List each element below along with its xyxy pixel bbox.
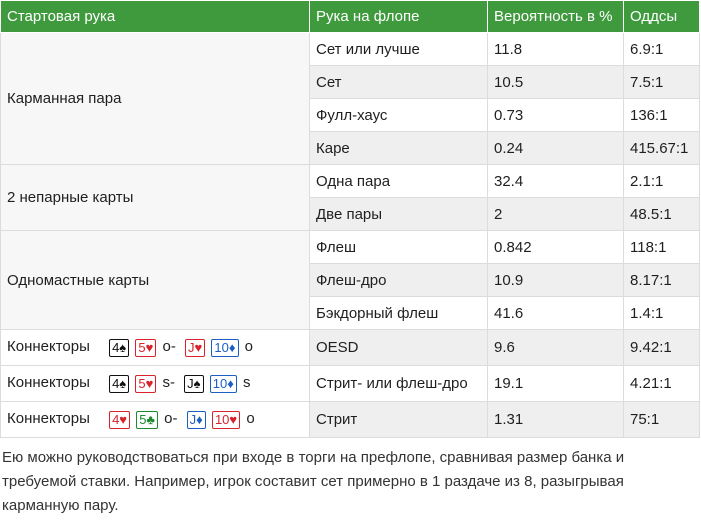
table-row: Коннекторы 4♥ 5♣ o- J♦ 10♥ o Стрит 1.31 …: [0, 401, 700, 438]
card-j-spades: J♠: [184, 374, 204, 393]
table-row: 2 непарные карты Одна пара 32.4 2.1:1: [0, 164, 700, 231]
probability-cell: 0.842: [487, 230, 624, 264]
odds-cell: 2.1:1: [623, 164, 700, 198]
probability-cell: 10.9: [487, 263, 624, 297]
group-unpaired: 2 непарные карты: [0, 164, 310, 231]
table-row: Две пары 2 48.5:1: [1, 197, 700, 231]
odds-cell: 4.21:1: [623, 365, 700, 402]
connector-cell: Коннекторы 4♠ 5♥ o- J♥ 10♦ o: [0, 329, 310, 366]
header-probability: Вероятность в %: [487, 0, 624, 33]
flop-hand-cell: Флеш: [309, 230, 488, 264]
card-4-spades: 4♠: [109, 338, 130, 357]
flop-hand-cell: Фулл-хаус: [309, 98, 488, 132]
header-row: Стартовая рука Рука на флопе Вероятность…: [0, 0, 700, 33]
odds-cell: 118:1: [623, 230, 700, 264]
suited-marker: s-: [162, 374, 176, 392]
header-odds: Оддсы: [623, 0, 700, 33]
suited-marker: s: [243, 374, 251, 392]
connector-label: Коннекторы: [7, 374, 90, 392]
probability-cell: 1.31: [487, 401, 624, 438]
table-row: Каре 0.24 415.67:1: [1, 131, 700, 165]
flop-hand-cell: Каре: [309, 131, 488, 165]
card-5-hearts: 5♥: [135, 374, 157, 393]
flop-hand-cell: Стрит: [309, 401, 488, 438]
card-10-diamonds: 10♦: [209, 374, 237, 393]
flop-hand-cell: Бэкдорный флеш: [309, 296, 488, 330]
group-suited: Одномастные карты: [0, 230, 310, 330]
odds-cell: 136:1: [623, 98, 700, 132]
flop-hand-cell: OESD: [309, 329, 488, 366]
header-start-hand: Стартовая рука: [0, 0, 310, 33]
offsuit-marker: o-: [162, 338, 176, 356]
header-flop-hand: Рука на флопе: [309, 0, 488, 33]
card-5-hearts: 5♥: [135, 338, 157, 357]
connector-label: Коннекторы: [7, 410, 90, 428]
table-row: Сет 10.5 7.5:1: [1, 65, 700, 99]
table-row: Коннекторы 4♠ 5♥ o- J♥ 10♦ o OESD 9.6 9.…: [0, 329, 700, 366]
flop-hand-cell: Две пары: [309, 197, 488, 231]
odds-cell: 1.4:1: [623, 296, 700, 330]
connector-cell: Коннекторы 4♠ 5♥ s- J♠ 10♦ s: [0, 365, 310, 402]
probability-cell: 19.1: [487, 365, 624, 402]
odds-cell: 9.42:1: [623, 329, 700, 366]
card-4-hearts: 4♥: [109, 410, 131, 429]
offsuit-marker: o-: [164, 410, 178, 428]
connector-label: Коннекторы: [7, 338, 90, 356]
card-j-hearts: J♥: [185, 338, 206, 357]
flop-hand-cell: Стрит- или флеш-дро: [309, 365, 488, 402]
odds-cell: 8.17:1: [623, 263, 700, 297]
flop-hand-cell: Флеш-дро: [309, 263, 488, 297]
offsuit-marker: o: [246, 410, 255, 428]
offsuit-marker: o: [244, 338, 254, 356]
odds-cell: 415.67:1: [623, 131, 700, 165]
card-4-spades: 4♠: [109, 374, 130, 393]
card-5-clubs: 5♣: [136, 410, 158, 429]
probability-cell: 32.4: [487, 164, 624, 198]
probability-cell: 0.24: [487, 131, 624, 165]
odds-cell: 6.9:1: [623, 32, 700, 66]
probability-cell: 2: [487, 197, 624, 231]
table-row: Фулл-хаус 0.73 136:1: [1, 98, 700, 132]
card-j-diamonds: J♦: [186, 410, 206, 429]
flop-hand-cell: Одна пара: [309, 164, 488, 198]
probability-cell: 0.73: [487, 98, 624, 132]
probability-cell: 9.6: [487, 329, 624, 366]
table-row: Карманная пара Сет или лучше 11.8 6.9:1: [0, 32, 700, 165]
probability-cell: 41.6: [487, 296, 624, 330]
probability-cell: 11.8: [487, 32, 624, 66]
odds-cell: 48.5:1: [623, 197, 700, 231]
flop-hand-cell: Сет или лучше: [309, 32, 488, 66]
connector-cell: Коннекторы 4♥ 5♣ o- J♦ 10♥ o: [0, 401, 310, 438]
odds-cell: 7.5:1: [623, 65, 700, 99]
flop-hand-cell: Сет: [309, 65, 488, 99]
card-10-hearts: 10♥: [211, 410, 241, 429]
poker-odds-table: Стартовая рука Рука на флопе Вероятность…: [0, 0, 700, 438]
probability-cell: 10.5: [487, 65, 624, 99]
card-10-diamonds: 10♦: [211, 338, 239, 357]
table-row: Коннекторы 4♠ 5♥ s- J♠ 10♦ s Стрит- или …: [0, 365, 700, 402]
table-row: Одномастные карты Флеш 0.842 118:1: [0, 230, 700, 330]
explanatory-paragraph: Ею можно руководствоваться при входе в т…: [2, 449, 625, 514]
odds-cell: 75:1: [623, 401, 700, 438]
group-pocket-pair: Карманная пара: [0, 32, 310, 165]
